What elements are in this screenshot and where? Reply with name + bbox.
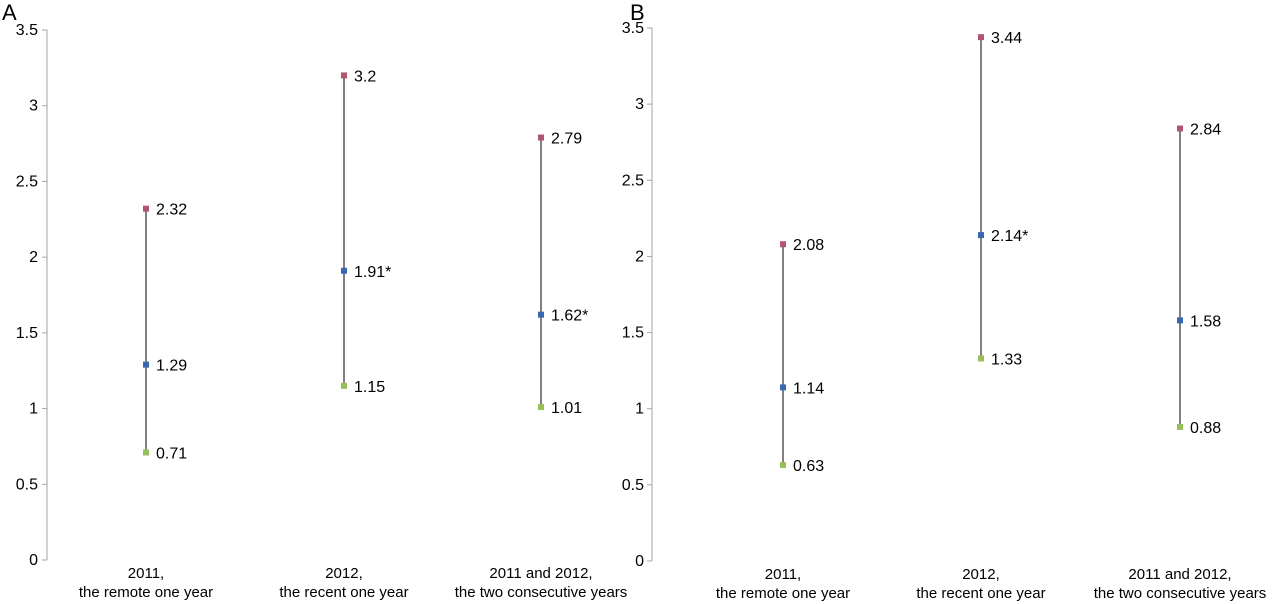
y-tick-label: 1.5: [16, 325, 38, 342]
x-category-label: the two consecutive years: [455, 584, 628, 601]
x-category-label: the two consecutive years: [1094, 585, 1267, 602]
x-category-label: 2012,: [962, 566, 1000, 583]
data-point-high: [978, 34, 984, 41]
x-category-label: 2012,: [325, 565, 363, 582]
data-label-high: 2.79: [551, 131, 582, 148]
data-label-estimate: 1.91*: [354, 264, 391, 281]
data-point-high: [143, 205, 149, 212]
data-point-low: [341, 382, 347, 389]
chart-panel-a: A 0 0.5 1 1.5 2 2.5 3 3.5 2011, the remote one yea…: [2, 0, 627, 601]
y-tick-label: 2.5: [622, 172, 644, 189]
data-point-estimate: [143, 361, 149, 368]
data-label-low: 0.71: [156, 445, 187, 462]
data-label-high: 2.84: [1190, 122, 1221, 139]
data-point-low: [143, 449, 149, 456]
x-category-label: 2011,: [765, 566, 801, 583]
data-label-low: 1.15: [354, 379, 385, 396]
data-point-estimate: [1177, 317, 1183, 324]
data-label-high: 3.44: [991, 30, 1022, 47]
x-category-label: 2011 and 2012,: [1128, 566, 1231, 583]
x-category-label: the remote one year: [716, 585, 850, 602]
data-label-estimate: 1.29: [156, 358, 187, 375]
y-tick-label: 2.5: [16, 173, 38, 190]
data-point-low: [1177, 423, 1183, 430]
data-label-high: 2.08: [793, 237, 824, 254]
data-label-low: 1.33: [991, 351, 1022, 368]
x-category-label: 2011 and 2012,: [489, 565, 592, 582]
y-tick-label: 1.5: [622, 325, 644, 342]
y-tick-label: 0: [635, 553, 644, 570]
chart-panel-b: B 0 0.5 1 1.5 2 2.5 3 3.5 2011, the remote one yea…: [622, 0, 1267, 602]
y-tick-label: 2: [29, 249, 38, 266]
y-tick-label: 1: [29, 401, 38, 418]
data-point-high: [538, 134, 544, 141]
x-category-label: the recent one year: [279, 584, 408, 601]
data-point-estimate: [341, 267, 347, 274]
y-tick-label: 0.5: [16, 476, 38, 493]
x-category-label: the remote one year: [79, 584, 213, 601]
x-category-label: 2011,: [128, 565, 164, 582]
data-point-high: [780, 241, 786, 248]
data-point-high: [1177, 125, 1183, 132]
data-label-estimate: 1.58: [1190, 313, 1221, 330]
data-label-low: 1.01: [551, 400, 582, 417]
data-point-estimate: [978, 232, 984, 239]
y-tick-label: 3: [29, 98, 38, 115]
data-label-low: 0.88: [1190, 420, 1221, 437]
data-point-low: [780, 462, 786, 469]
data-label-estimate: 1.14: [793, 380, 824, 397]
y-tick-label: 3.5: [622, 20, 644, 37]
data-label-estimate: 1.62*: [551, 308, 588, 325]
panel-label: A: [2, 0, 17, 25]
y-tick-label: 2: [635, 248, 644, 265]
data-point-estimate: [780, 384, 786, 391]
y-tick-label: 3.5: [16, 22, 38, 39]
data-point-low: [538, 404, 544, 411]
y-tick-label: 0: [29, 552, 38, 569]
y-tick-label: 3: [635, 96, 644, 113]
y-tick-label: 1: [635, 401, 644, 418]
x-category-label: the recent one year: [916, 585, 1045, 602]
y-tick-label: 0.5: [622, 477, 644, 494]
data-point-high: [341, 72, 347, 79]
data-label-low: 0.63: [793, 458, 824, 475]
data-point-low: [978, 355, 984, 362]
data-label-high: 3.2: [354, 68, 376, 85]
data-point-estimate: [538, 311, 544, 318]
data-label-high: 2.32: [156, 202, 187, 219]
panel-label: B: [630, 0, 645, 25]
data-label-estimate: 2.14*: [991, 228, 1028, 245]
